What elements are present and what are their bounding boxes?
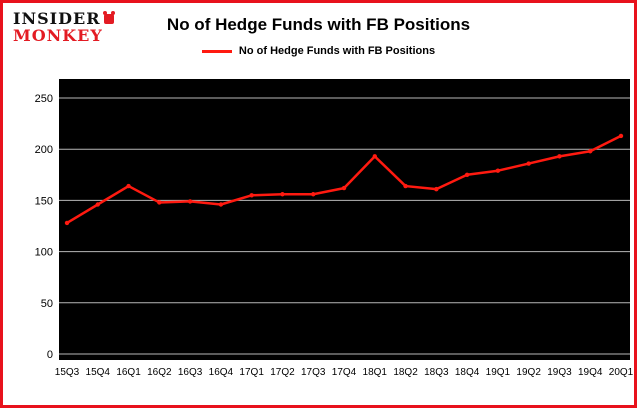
x-axis-tick-label: 19Q4 bbox=[578, 367, 603, 378]
legend-label: No of Hedge Funds with FB Positions bbox=[238, 45, 436, 57]
x-axis-tick-label: 20Q1 bbox=[609, 367, 634, 378]
x-axis-tick-label: 18Q3 bbox=[424, 367, 449, 378]
page-title: No of Hedge Funds with FB Positions bbox=[166, 15, 471, 34]
data-point bbox=[64, 220, 70, 226]
title-block: No of Hedge Funds with FB Positions No o… bbox=[3, 3, 634, 57]
x-axis-tick-label: 16Q2 bbox=[147, 367, 172, 378]
data-point bbox=[187, 199, 193, 204]
x-axis-tick-label: 17Q4 bbox=[332, 367, 357, 378]
logo-text-insider: INSIDER bbox=[13, 9, 115, 28]
y-axis-tick-label: 0 bbox=[47, 349, 53, 361]
chart-header: INSIDER MONKEY No of Hedge Funds with FB… bbox=[3, 3, 634, 79]
y-axis-tick-label: 150 bbox=[35, 195, 53, 207]
x-axis-tick-label: 15Q4 bbox=[86, 367, 111, 378]
data-point bbox=[157, 200, 162, 205]
data-point bbox=[95, 202, 100, 207]
line-chart: 0 50 100 150 200 250 15Q3 15Q4 16Q1 16Q2 16Q3 16Q4 1… bbox=[35, 79, 634, 378]
legend: No of Hedge Funds with FB Positions bbox=[3, 45, 634, 57]
x-axis-tick-label: 16Q1 bbox=[116, 367, 141, 378]
data-point bbox=[557, 154, 562, 159]
x-axis-tick-label: 18Q4 bbox=[455, 367, 480, 378]
x-axis-tick-label: 19Q2 bbox=[516, 367, 541, 378]
logo-word-insider: INSIDER bbox=[13, 9, 101, 28]
data-point bbox=[372, 154, 377, 159]
plot-area bbox=[59, 79, 630, 360]
x-axis-tick-label: 17Q3 bbox=[301, 367, 326, 378]
y-axis-tick-label: 250 bbox=[35, 93, 53, 105]
legend-line-swatch bbox=[201, 49, 232, 53]
y-axis-tick-label: 200 bbox=[35, 144, 53, 156]
data-point bbox=[126, 183, 131, 189]
data-point bbox=[249, 193, 254, 198]
insider-monkey-logo: INSIDER MONKEY bbox=[13, 9, 115, 45]
x-axis-tick-label: 15Q3 bbox=[55, 367, 80, 378]
x-axis-tick-label: 17Q2 bbox=[270, 367, 295, 378]
data-point bbox=[495, 168, 501, 173]
x-axis-tick-label: 17Q1 bbox=[239, 367, 264, 378]
x-axis-tick-label: 16Q4 bbox=[209, 367, 234, 378]
monkey-icon bbox=[102, 10, 115, 24]
data-point bbox=[403, 183, 408, 189]
data-point bbox=[526, 161, 531, 166]
x-axis-tick-label: 18Q2 bbox=[393, 367, 418, 378]
data-point bbox=[464, 172, 470, 177]
x-axis-tick-label: 16Q3 bbox=[178, 367, 203, 378]
y-axis-tick-label: 100 bbox=[35, 247, 53, 259]
x-axis-tick-label: 19Q3 bbox=[547, 367, 572, 378]
y-axis-tick-label: 50 bbox=[41, 298, 53, 310]
x-axis-tick-label: 19Q1 bbox=[486, 367, 511, 378]
logo-text-monkey: MONKEY bbox=[13, 26, 103, 45]
data-point bbox=[588, 149, 593, 154]
x-axis-tick-label: 18Q1 bbox=[363, 367, 388, 378]
data-point bbox=[434, 186, 439, 192]
data-point bbox=[280, 192, 285, 197]
data-point bbox=[218, 202, 224, 207]
data-point bbox=[618, 133, 624, 139]
data-point bbox=[341, 185, 347, 191]
data-point bbox=[311, 192, 316, 197]
